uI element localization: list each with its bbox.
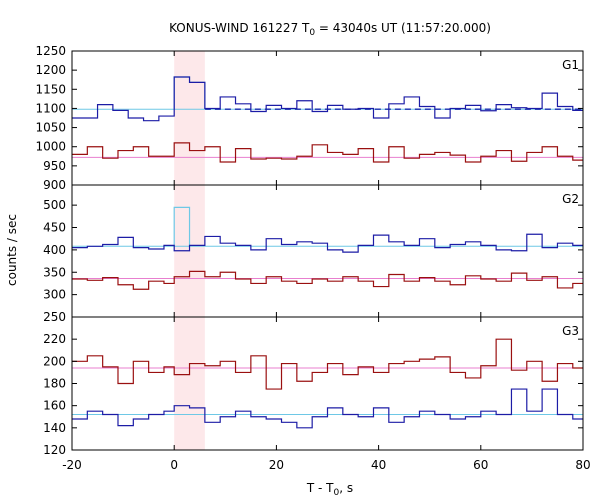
chart-title: KONUS-WIND 161227 T0 = 43040s UT (11:57:… [169, 21, 491, 38]
chart-title-rest: = 43040s UT (11:57:20.000) [315, 21, 491, 35]
g2-series-blue [72, 233, 583, 253]
x-tick-label: -20 [62, 458, 82, 472]
y-axis-label: counts / sec [5, 214, 19, 286]
g3-y-tick-label: 140 [43, 421, 66, 435]
g3-y-tick-label: 180 [43, 377, 66, 391]
series-layer [72, 76, 583, 429]
x-tick-label: 80 [575, 458, 590, 472]
g2-y-tick-label: 500 [43, 198, 66, 212]
g3-y-tick-label: 120 [43, 443, 66, 457]
g1-y-tick-label: 1250 [35, 44, 66, 58]
g3-y-tick-label: 160 [43, 399, 66, 413]
g1-y-tick-label: 950 [43, 159, 66, 173]
x-axis-label-subscript: 0 [334, 488, 340, 498]
chart-title-subscript: 0 [309, 28, 315, 38]
x-axis-label: T - T0, s [306, 481, 353, 498]
g2-panel-label: G2 [562, 192, 579, 206]
g1-y-tick-label: 1150 [35, 82, 66, 96]
x-tick-label: 20 [269, 458, 284, 472]
g3-series-blue [72, 388, 583, 429]
g1-y-tick-label: 1050 [35, 121, 66, 135]
g3-series-red [72, 338, 583, 390]
g1-series-blue [72, 76, 583, 122]
g2-y-tick-label: 450 [43, 221, 66, 235]
g2-series-red [72, 270, 583, 290]
chart-title-main: KONUS-WIND 161227 T [169, 21, 310, 35]
g1-panel-label: G1 [562, 58, 579, 72]
g2-y-tick-label: 250 [43, 310, 66, 324]
ticks-layer [71, 50, 584, 451]
g1-y-tick-label: 1100 [35, 101, 66, 115]
x-axis-label-main: T - T [306, 481, 334, 495]
g3-y-tick-label: 220 [43, 332, 66, 346]
x-tick-label: 60 [473, 458, 488, 472]
x-tick-label: 0 [170, 458, 178, 472]
g1-series-red [72, 142, 583, 163]
g1-y-tick-label: 1000 [35, 140, 66, 154]
x-axis-label-rest: , s [339, 481, 353, 495]
g3-panel-label: G3 [562, 324, 579, 338]
g2-y-tick-label: 350 [43, 265, 66, 279]
tick-labels-layer: 900950100010501100115012001250G125030035… [35, 44, 590, 472]
g1-y-tick-label: 900 [43, 178, 66, 192]
g3-y-tick-label: 200 [43, 354, 66, 368]
g2-spike-series [173, 206, 191, 247]
g1-y-tick-label: 1200 [35, 63, 66, 77]
x-tick-label: 40 [371, 458, 386, 472]
g2-y-tick-label: 400 [43, 243, 66, 257]
g2-y-tick-label: 300 [43, 288, 66, 302]
